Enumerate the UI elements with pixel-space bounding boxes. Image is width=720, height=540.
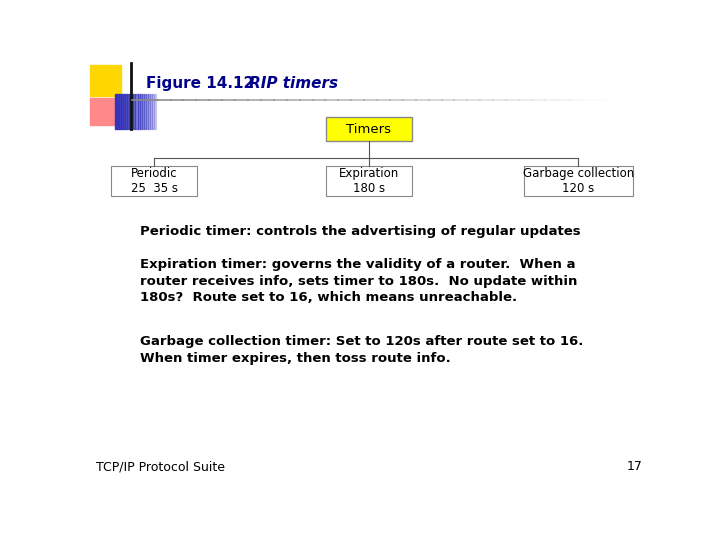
Text: TCP/IP Protocol Suite: TCP/IP Protocol Suite <box>96 460 225 473</box>
Bar <box>150 94 152 129</box>
Bar <box>148 94 150 129</box>
Bar <box>119 94 121 129</box>
Bar <box>152 94 154 129</box>
Text: Timers: Timers <box>346 123 392 136</box>
Text: Expiration timer: governs the validity of a router.  When a
router receives info: Expiration timer: governs the validity o… <box>140 258 577 304</box>
Bar <box>524 166 633 196</box>
Bar <box>140 94 142 129</box>
Bar <box>90 65 121 96</box>
Bar <box>127 94 129 129</box>
Bar <box>144 94 146 129</box>
Bar <box>325 117 413 141</box>
Bar <box>142 94 144 129</box>
Bar <box>111 166 197 196</box>
Text: Periodic timer: controls the advertising of regular updates: Periodic timer: controls the advertising… <box>140 225 581 238</box>
Bar <box>114 94 117 129</box>
Bar <box>154 94 156 129</box>
Bar <box>146 94 148 129</box>
Bar <box>129 94 131 129</box>
Bar <box>133 94 135 129</box>
Bar <box>125 94 127 129</box>
Text: Expiration
180 s: Expiration 180 s <box>339 167 399 195</box>
Text: Periodic
25  35 s: Periodic 25 35 s <box>130 167 178 195</box>
Bar <box>121 94 123 129</box>
Text: Garbage collection
120 s: Garbage collection 120 s <box>523 167 634 195</box>
Text: Garbage collection timer: Set to 120s after route set to 16.
When timer expires,: Garbage collection timer: Set to 120s af… <box>140 335 584 365</box>
Bar <box>123 94 125 129</box>
Bar <box>138 94 140 129</box>
Bar <box>131 94 133 129</box>
Bar <box>90 98 114 125</box>
Bar <box>325 166 413 196</box>
Text: RIP timers: RIP timers <box>249 76 338 91</box>
Text: Figure 14.12: Figure 14.12 <box>145 76 254 91</box>
Bar <box>135 94 138 129</box>
Bar <box>117 94 119 129</box>
Text: 17: 17 <box>626 460 642 473</box>
